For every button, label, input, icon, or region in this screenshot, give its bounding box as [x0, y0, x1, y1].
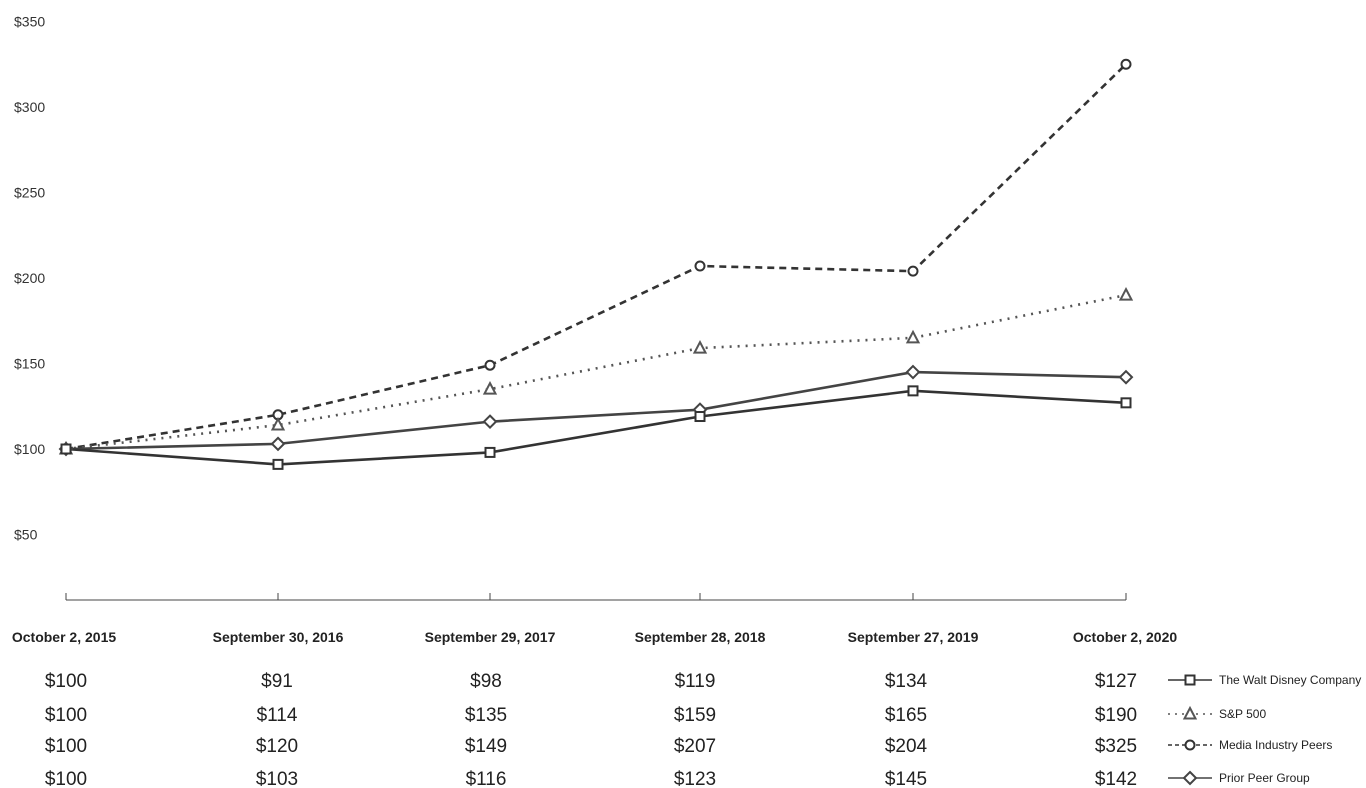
table-cell: $145	[885, 769, 927, 788]
series-line-diamond	[65, 370, 1127, 451]
point-triangle	[905, 329, 921, 344]
table-cell: $149	[465, 736, 507, 757]
series-line-circle	[65, 63, 1127, 451]
point-circle	[694, 260, 706, 272]
point-triangle	[270, 416, 286, 431]
table-cell: $100	[45, 671, 87, 692]
point-triangle	[1118, 286, 1134, 301]
series-line-square	[65, 389, 1127, 466]
series-lines	[65, 63, 1127, 466]
y-tick-label: $200	[14, 270, 45, 286]
x-axis	[65, 593, 1127, 601]
legend-marker-diamond	[1182, 770, 1198, 786]
legend-marker	[1182, 770, 1198, 786]
y-tick-label: $150	[14, 356, 45, 372]
table-cell: $123	[674, 769, 716, 788]
point-circle	[907, 265, 919, 277]
y-tick-label: $100	[14, 441, 45, 457]
point-diamond	[905, 364, 921, 380]
legend-label: Media Industry Peers	[1219, 738, 1332, 752]
x-tick-label: September 29, 2017	[425, 629, 556, 645]
data-table: $100 $91 $98 $119 $134 $127 $100 $114 $135 $159 $1…	[45, 671, 1137, 788]
table-cell: $98	[470, 671, 502, 692]
table-cell: $91	[261, 671, 293, 692]
point-diamond	[482, 414, 498, 430]
legend-label: S&P 500	[1219, 707, 1266, 721]
table-cell: $100	[45, 769, 87, 788]
point-circle	[1120, 58, 1132, 70]
legend-marker-triangle	[1182, 705, 1198, 720]
table-cell: $103	[256, 769, 298, 788]
table-cell: $100	[45, 705, 87, 726]
legend-marker	[1184, 739, 1196, 751]
y-tick-label: $250	[14, 185, 45, 201]
table-cell: $135	[465, 705, 507, 726]
table-cell: $159	[674, 705, 716, 726]
series-markers	[58, 58, 1134, 470]
x-tick-label: September 28, 2018	[635, 629, 766, 645]
x-tick-label: September 27, 2019	[848, 629, 979, 645]
legend-marker	[1184, 674, 1196, 686]
point-square	[60, 443, 72, 455]
x-tick-label: October 2, 2020	[1073, 629, 1177, 645]
x-tick-label: September 30, 2016	[213, 629, 344, 645]
table-cell: $204	[885, 736, 928, 757]
point-triangle	[692, 339, 708, 354]
point-circle	[484, 359, 496, 371]
x-axis-labels: October 2, 2015 September 30, 2016 Septemb…	[12, 629, 1177, 645]
table-cell: $134	[885, 671, 928, 692]
table-cell: $207	[674, 736, 716, 757]
x-tick-label: October 2, 2015	[12, 629, 116, 645]
y-tick-label: $350	[14, 14, 45, 30]
point-square	[484, 446, 496, 458]
point-triangle	[482, 380, 498, 395]
table-cell: $120	[256, 736, 298, 757]
y-axis-ticks: $50 $100 $150 $200 $250 $300 $350	[14, 14, 45, 543]
point-square	[694, 411, 706, 423]
legend-label: Prior Peer Group	[1219, 771, 1310, 785]
legend: The Walt Disney Company S&P 500 Media Indu…	[1168, 673, 1361, 786]
legend-marker	[1182, 705, 1198, 720]
point-square	[1120, 397, 1132, 409]
table-cell: $114	[257, 705, 298, 726]
point-square	[907, 385, 919, 397]
table-cell: $100	[45, 736, 87, 757]
table-cell: $127	[1095, 671, 1137, 692]
y-tick-label: $300	[14, 99, 45, 115]
point-diamond	[1118, 369, 1134, 385]
point-square	[272, 458, 284, 470]
table-cell: $190	[1095, 705, 1137, 726]
table-cell: $142	[1095, 769, 1137, 788]
table-cell: $325	[1095, 736, 1137, 757]
legend-label: The Walt Disney Company	[1219, 673, 1361, 687]
table-cell: $119	[675, 671, 716, 692]
table-cell: $165	[885, 705, 927, 726]
legend-marker-circle	[1184, 739, 1196, 751]
point-diamond	[270, 436, 286, 452]
table-cell: $116	[466, 769, 507, 788]
y-tick-label: $50	[14, 527, 38, 543]
legend-marker-square	[1184, 674, 1196, 686]
series-line-triangle	[65, 293, 1127, 451]
